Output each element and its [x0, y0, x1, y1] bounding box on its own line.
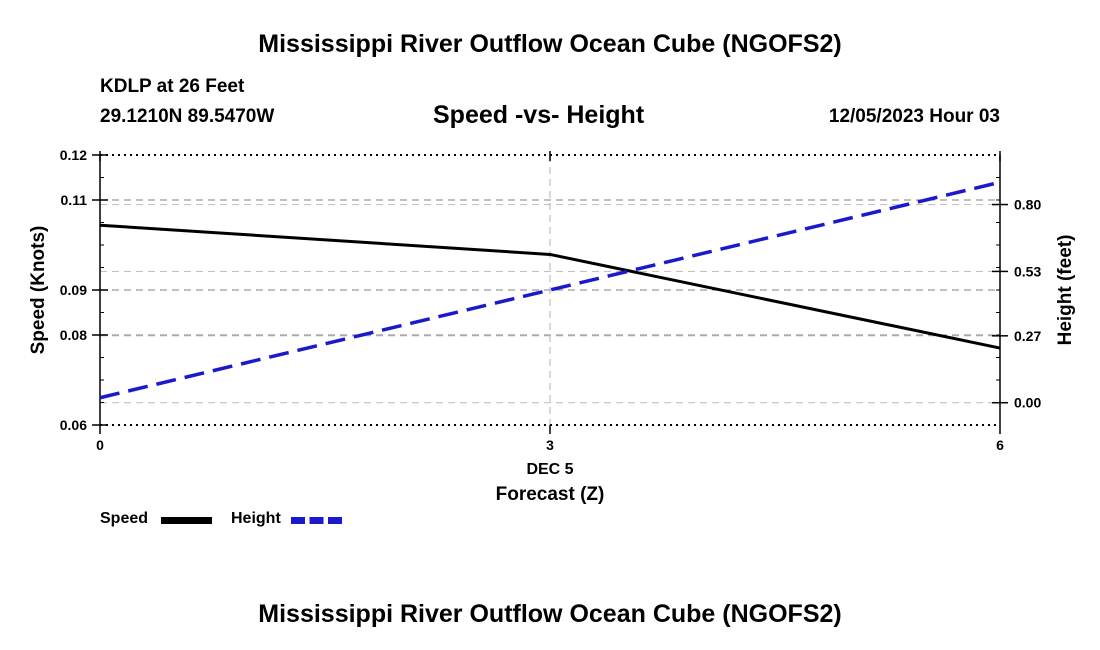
y-tick-label: 0.06 [60, 417, 87, 433]
y2-axis-label: Height (feet) [1055, 235, 1076, 346]
y-tick-label: 0.08 [60, 327, 87, 343]
speed-series-line [99, 223, 1001, 350]
legend-speed-swatch [161, 517, 212, 524]
y-tick-label: 0.12 [60, 147, 87, 163]
y2-tick-label: 0.53 [1014, 263, 1041, 279]
station-label: KDLP at 26 Feet [100, 76, 245, 97]
y2-tick-label: 0.80 [1014, 197, 1041, 213]
x-tick-label: 0 [96, 437, 104, 453]
y2-tick-label: 0.27 [1014, 328, 1041, 344]
legend-speed-label: Speed [100, 510, 149, 527]
height-series-line [99, 180, 1001, 400]
legend-height-swatch [291, 517, 342, 524]
x-axis-date-label: DEC 5 [526, 461, 573, 478]
x-axis-label: Forecast (Z) [496, 484, 605, 505]
axis-layer: 0.06 0.08 0.09 0.11 0.12 0.00 0.27 0.53 0.80 0 3 6 [60, 147, 1042, 453]
footer-title: Mississippi River Outflow Ocean Cube (NG… [258, 600, 842, 628]
series-layer [99, 180, 1001, 400]
grid-layer [100, 155, 1000, 425]
y2-tick-label: 0.00 [1014, 395, 1041, 411]
y-tick-label: 0.09 [60, 282, 87, 298]
station-coordinates: 29.1210N 89.5470W [100, 106, 275, 127]
x-tick-label: 3 [546, 437, 554, 453]
page-title: Mississippi River Outflow Ocean Cube (NG… [258, 30, 842, 58]
legend-height-label: Height [231, 510, 281, 527]
x-tick-label: 6 [996, 437, 1004, 453]
y-axis-label: Speed (Knots) [28, 226, 49, 355]
forecast-datetime: 12/05/2023 Hour 03 [828, 106, 1000, 127]
y-tick-label: 0.11 [61, 192, 88, 208]
chart-subtitle: Speed -vs- Height [433, 101, 645, 129]
